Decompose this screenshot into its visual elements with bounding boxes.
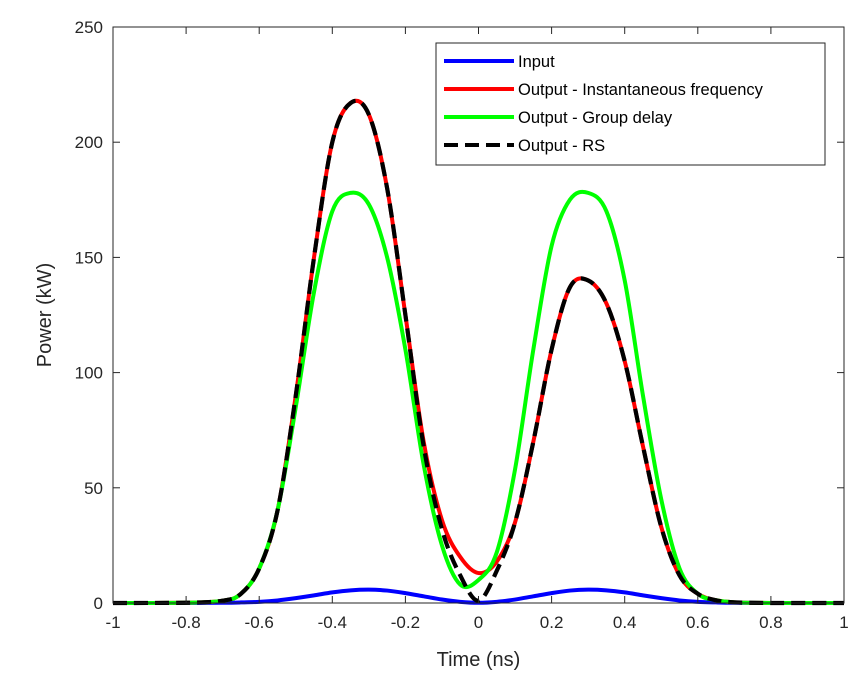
legend-label-1: Output - Instantaneous frequency — [518, 81, 764, 99]
x-tick-label: 0 — [474, 613, 483, 632]
x-tick-label: 0.8 — [759, 613, 783, 632]
x-tick-label: 0.6 — [686, 613, 710, 632]
y-tick-label: 250 — [75, 18, 103, 37]
legend-label-3: Output - RS — [518, 137, 605, 155]
legend: Input Output - Instantaneous frequency Out… — [435, 42, 826, 166]
axes-layer: -1 -0.8 -0.6 -0.4 -0.2 0 0.2 0.4 0.6 0.8 1 0 50 100 15… — [75, 18, 849, 632]
y-tick-label: 150 — [75, 248, 103, 267]
x-tick-label: -0.2 — [391, 613, 420, 632]
legend-box — [435, 42, 826, 166]
x-tick-label: -0.4 — [318, 613, 347, 632]
legend-label-2: Output - Group delay — [518, 109, 673, 127]
x-tick-label: -0.6 — [245, 613, 274, 632]
x-tick-label: 1 — [839, 613, 848, 632]
y-axis-label: Power (kW) — [34, 263, 56, 367]
x-tick-label: 0.4 — [613, 613, 637, 632]
x-tick-label: -1 — [105, 613, 120, 632]
y-tick-label: 0 — [94, 594, 103, 613]
legend-label-0: Input — [518, 53, 555, 71]
x-tick-label: 0.2 — [540, 613, 564, 632]
y-tick-label: 50 — [84, 479, 103, 498]
x-tick-label: -0.8 — [171, 613, 200, 632]
x-axis-label: Time (ns) — [437, 649, 521, 671]
series-line-3 — [112, 98, 844, 606]
y-tick-label: 100 — [75, 364, 103, 383]
y-tick-label: 200 — [75, 133, 103, 152]
